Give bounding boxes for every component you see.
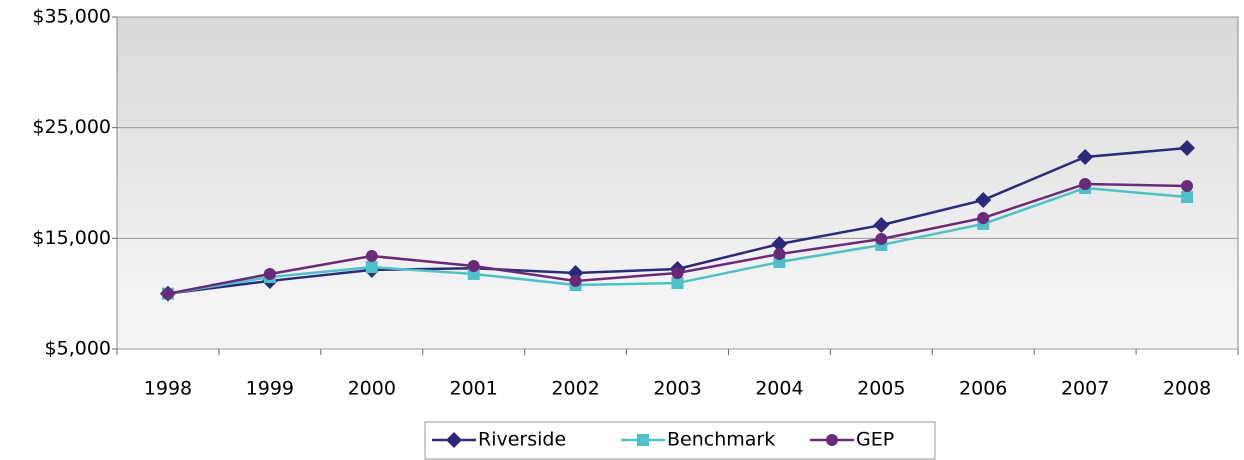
x-tick-label: 2008 [1163, 378, 1211, 400]
legend-label: GEP [856, 429, 894, 451]
y-tick-label: $5,000 [45, 338, 111, 360]
x-tick-label: 2002 [551, 378, 599, 400]
x-tick-label: 2001 [450, 378, 498, 400]
legend-label: Benchmark [667, 429, 775, 451]
data-point [365, 250, 378, 263]
data-point [569, 274, 582, 287]
x-tick-label: 1998 [144, 378, 192, 400]
y-tick-label: $35,000 [32, 6, 111, 28]
x-tick-label: 2000 [348, 378, 396, 400]
x-tick-label: 1999 [246, 378, 294, 400]
data-point [1179, 140, 1196, 157]
data-point [873, 217, 890, 234]
legend-swatch-marker [637, 434, 649, 446]
data-point [1079, 177, 1092, 190]
data-point [1181, 191, 1194, 204]
data-point [1077, 148, 1094, 165]
x-tick-label: 2006 [959, 378, 1007, 400]
x-tick-label: 2003 [653, 378, 701, 400]
x-tick-label: 2004 [755, 378, 803, 400]
x-tick-label: 2005 [857, 378, 905, 400]
data-point [773, 248, 786, 261]
data-point [161, 287, 174, 300]
y-tick-label: $15,000 [32, 227, 111, 249]
x-tick-label: 2007 [1061, 378, 1109, 400]
data-point [875, 232, 888, 245]
plot-area [116, 16, 1239, 350]
data-point [771, 235, 788, 252]
data-point [671, 277, 684, 290]
data-point [263, 267, 276, 280]
legend-swatch-marker [826, 434, 838, 446]
data-point [1181, 179, 1194, 192]
y-tick-label: $25,000 [32, 116, 111, 138]
data-point [975, 192, 992, 209]
data-point [671, 266, 684, 279]
data-point [467, 260, 480, 272]
legend-label: Riverside [478, 429, 566, 451]
legend-swatch-marker [446, 432, 462, 448]
data-point [977, 211, 990, 224]
data-point [365, 261, 378, 274]
